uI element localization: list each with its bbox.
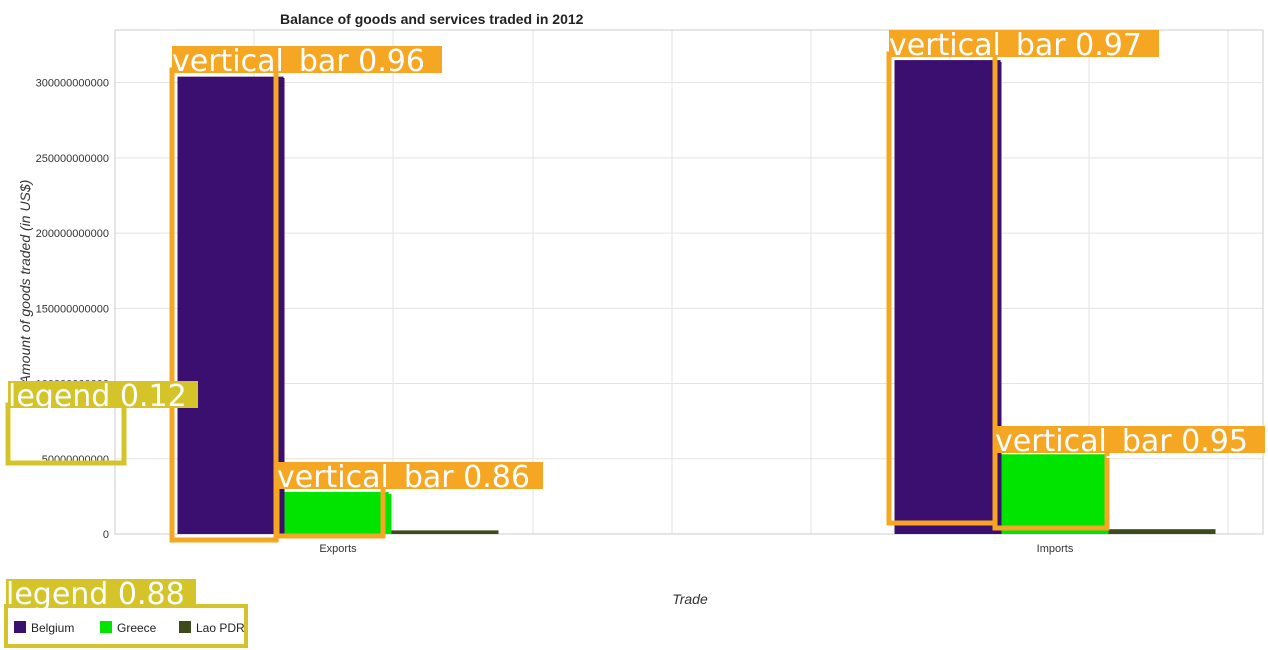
annotations: vertical_bar 0.96 vertical_bar 0.86 vert… xyxy=(5,28,1265,612)
annotation-label-bg-imports-belgium xyxy=(889,30,1159,57)
chart-title: Balance of goods and services traded in … xyxy=(280,11,584,27)
annotation-label-imports-greece: vertical_bar 0.95 xyxy=(995,424,1248,459)
legend: Belgium Greece Lao PDR xyxy=(4,604,248,648)
bar-imports-lao-pdr xyxy=(1108,529,1216,534)
y-axis-title: Amount of goods traded (in US$) xyxy=(17,180,33,386)
bars xyxy=(177,60,1216,535)
annotation-label-legend-main: legend 0.88 xyxy=(6,577,185,612)
y-tick-label: 0 xyxy=(103,529,109,541)
bar-exports-belgium xyxy=(177,76,285,535)
x-tick-label: Imports xyxy=(1037,543,1074,555)
y-tick-label: 300000000000 xyxy=(36,78,109,90)
legend-swatch xyxy=(179,621,191,633)
legend-swatch xyxy=(14,621,26,633)
annotation-label-exports-greece: vertical_bar 0.86 xyxy=(277,460,530,495)
legend-label: Greece xyxy=(117,621,157,635)
bar-imports-belgium xyxy=(894,60,1002,535)
x-axis-title: Trade xyxy=(672,591,708,607)
y-tick-label: 250000000000 xyxy=(36,153,109,165)
y-tick-labels: 0500000000001000000000001500000000002000… xyxy=(36,78,109,541)
annotation-label-bg-exports-belgium xyxy=(172,46,442,73)
x-tick-labels: Exports Imports xyxy=(319,543,1073,555)
plot-frame xyxy=(114,29,1264,535)
y-tick-label: 150000000000 xyxy=(36,303,109,315)
bar-imports-greece xyxy=(1001,454,1109,534)
annotation-label-legend-small: legend 0.12 xyxy=(8,379,187,414)
x-tick-label: Exports xyxy=(319,543,357,555)
legend-swatch xyxy=(100,621,112,633)
y-tick-label: 200000000000 xyxy=(36,228,109,240)
annotation-label-bg-imports-greece xyxy=(995,426,1265,453)
annotation-label-bg-legend-small xyxy=(8,381,198,408)
bar-exports-greece xyxy=(284,491,392,534)
legend-label: Belgium xyxy=(31,621,74,635)
annotation-label-bg-exports-greece xyxy=(277,462,543,489)
legend-label: Lao PDR xyxy=(196,621,245,635)
bar-exports-lao-pdr xyxy=(391,530,499,534)
annotation-label-exports-belgium: vertical_bar 0.96 xyxy=(172,44,425,79)
annotation-label-bg-legend-main xyxy=(6,579,196,606)
annotation-label-imports-belgium: vertical_bar 0.97 xyxy=(889,28,1142,63)
